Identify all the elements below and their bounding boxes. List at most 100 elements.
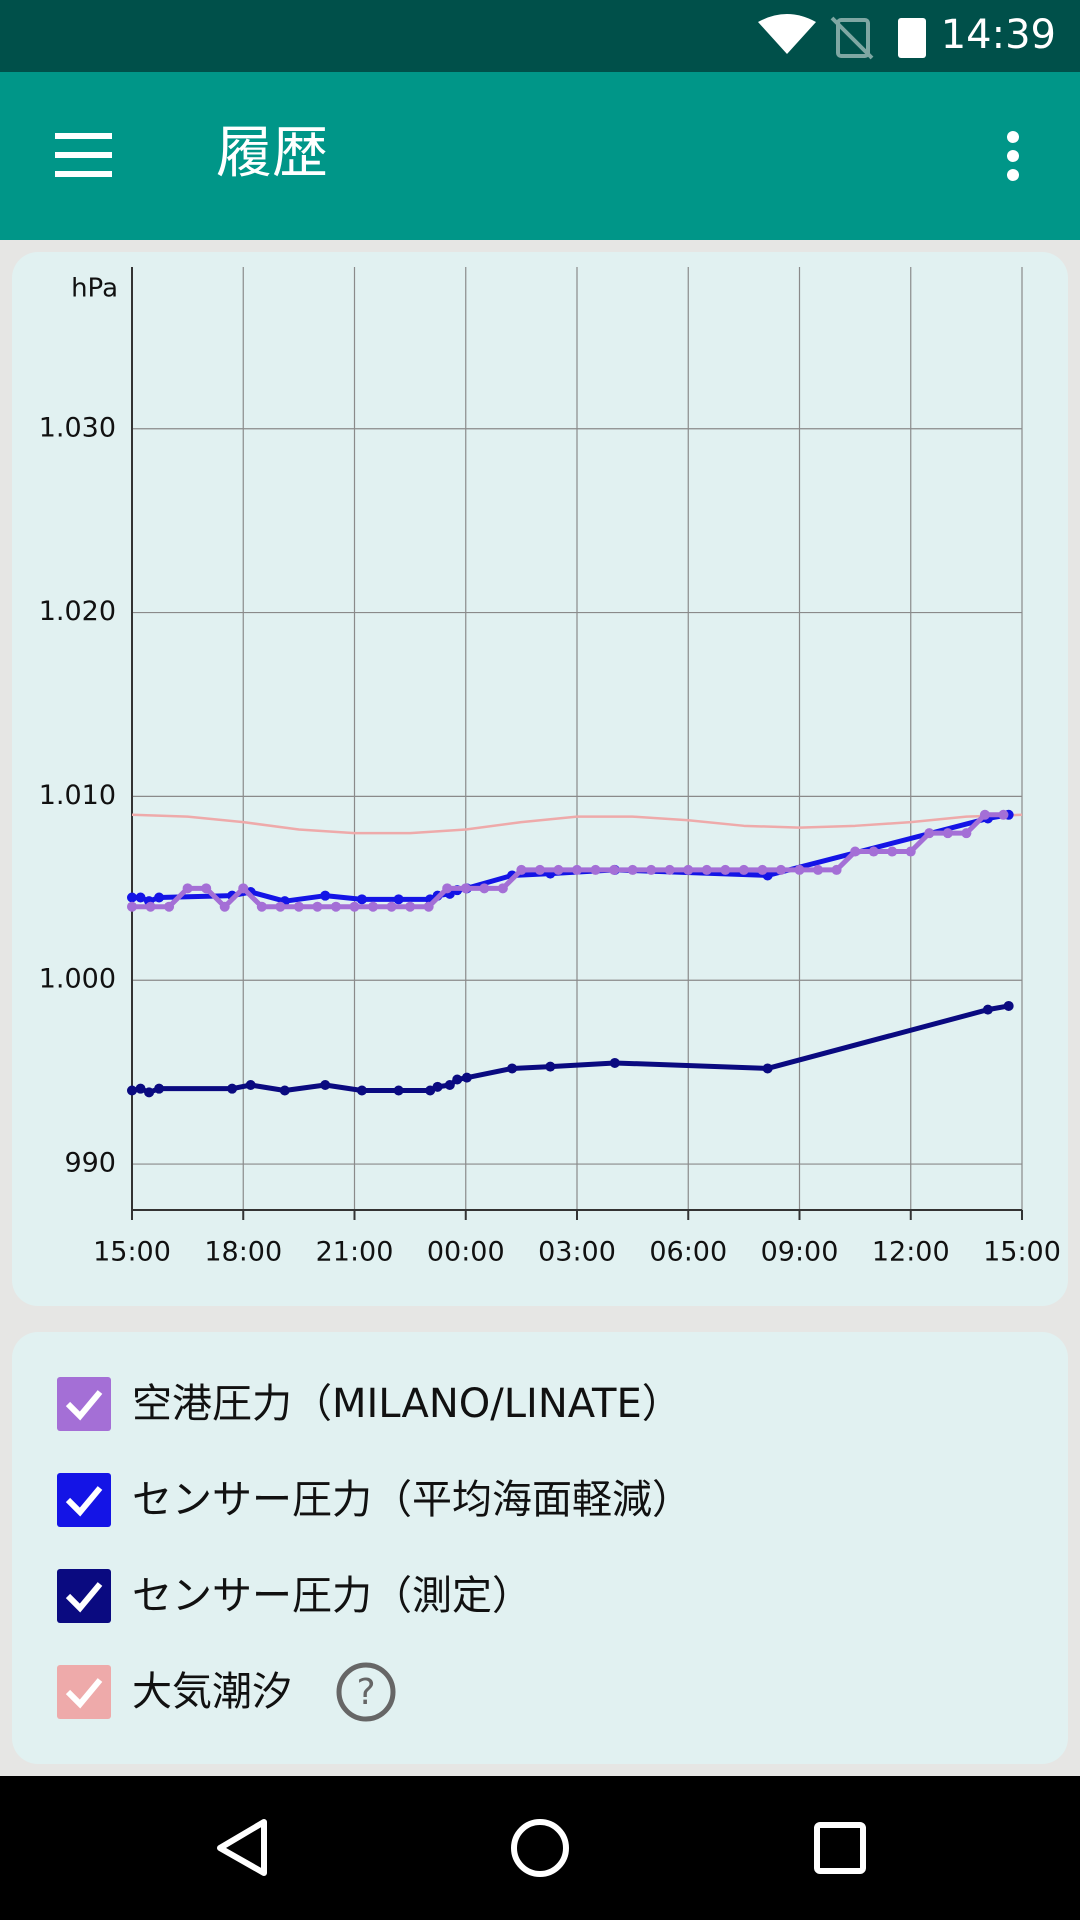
data-point (444, 1080, 455, 1091)
x-tick-label: 03:00 (538, 1237, 616, 1268)
x-tick-label: 18:00 (204, 1237, 282, 1268)
x-tick-label: 06:00 (649, 1237, 727, 1268)
data-point (154, 1083, 165, 1094)
home-button[interactable] (511, 1819, 569, 1877)
data-point (293, 901, 304, 912)
legend-checkbox[interactable] (57, 1473, 111, 1527)
app-title: 履歴 (216, 121, 328, 186)
data-point (924, 828, 935, 839)
data-point (813, 864, 824, 875)
legend-label: センサー圧力（平均海面軽減） (132, 1477, 692, 1523)
data-point (646, 864, 657, 875)
sim-icon (836, 18, 870, 58)
data-point (368, 901, 379, 912)
legend-checkbox[interactable] (57, 1569, 111, 1623)
data-point (553, 864, 564, 875)
dot (1007, 150, 1019, 162)
data-point (425, 1085, 436, 1096)
data-point (349, 901, 360, 912)
data-point (182, 883, 193, 894)
data-point (164, 901, 175, 912)
status-time: 14:39 (941, 12, 1056, 58)
data-point (460, 883, 471, 894)
data-point (850, 846, 861, 857)
data-point (442, 883, 453, 894)
data-point (609, 864, 620, 875)
data-point (461, 1072, 472, 1083)
legend: 空港圧力（MILANO/LINATE） センサー圧力（平均海面軽減） センサー圧力（… (57, 1377, 692, 1719)
sim-slash (830, 16, 874, 60)
data-point (127, 1085, 137, 1096)
data-point (393, 1085, 404, 1096)
data-point (516, 864, 527, 875)
data-point (497, 883, 508, 894)
y-tick-label: 1.000 (39, 964, 116, 995)
data-point (775, 864, 786, 875)
data-point (479, 883, 490, 894)
data-point (320, 890, 331, 901)
dot (1007, 131, 1019, 143)
data-point (356, 894, 367, 905)
data-point (961, 828, 972, 839)
data-point (135, 892, 146, 903)
data-point (432, 1081, 443, 1092)
nav-bar (0, 1776, 1080, 1920)
help-icon[interactable] (336, 1662, 396, 1722)
check-mark (65, 1678, 103, 1709)
back-button[interactable] (217, 1819, 267, 1876)
data-point (664, 864, 675, 875)
data-point (794, 864, 805, 875)
data-point (423, 901, 434, 912)
data-point (227, 1083, 238, 1094)
x-tick-label: 21:00 (316, 1237, 394, 1268)
menu-button[interactable] (55, 133, 112, 177)
legend-card (12, 1332, 1068, 1764)
dot (1007, 169, 1019, 181)
y-tick-label: 1.010 (39, 780, 116, 811)
data-point (144, 1087, 155, 1098)
legend-checkbox[interactable] (57, 1377, 111, 1431)
app-bar (0, 72, 1080, 240)
data-point (627, 864, 638, 875)
data-point (238, 883, 249, 894)
data-point (534, 864, 545, 875)
data-point (256, 901, 267, 912)
data-point (312, 901, 323, 912)
data-point (831, 864, 842, 875)
data-point (127, 892, 137, 903)
legend-checkbox[interactable] (57, 1665, 111, 1719)
data-point (757, 864, 768, 875)
data-point (356, 1085, 367, 1096)
x-tick-label: 15:00 (93, 1237, 171, 1268)
y-axis-label: hPa (71, 274, 118, 304)
menu-line (55, 152, 112, 158)
data-point (393, 894, 404, 905)
legend-label: 大気潮汐 (132, 1669, 292, 1715)
data-point (279, 1085, 290, 1096)
series-line (131, 813, 1023, 835)
data-point (145, 901, 156, 912)
chart: hPa 990 1.000 1.010 1.020 1.030 15:00 18:00 21:0… (39, 267, 1061, 1268)
data-point (738, 864, 749, 875)
data-point (683, 864, 694, 875)
check-mark (65, 1486, 103, 1517)
x-tick-label: 15:00 (983, 1237, 1061, 1268)
data-point (979, 809, 990, 820)
data-point (452, 1074, 463, 1085)
data-point (1003, 1000, 1014, 1011)
recents-button[interactable] (814, 1822, 866, 1874)
data-point (572, 864, 582, 875)
data-point (590, 864, 601, 875)
chart-card (12, 252, 1068, 1306)
data-point (507, 1063, 518, 1074)
y-tick-label: 990 (64, 1148, 116, 1179)
data-point (275, 901, 286, 912)
legend-label: センサー圧力（測定） (132, 1573, 532, 1619)
data-point (245, 1080, 256, 1091)
overflow-menu[interactable] (1007, 131, 1019, 181)
data-point (998, 809, 1009, 820)
data-point (545, 1061, 556, 1072)
y-tick-label: 1.030 (39, 412, 116, 443)
data-point (982, 1004, 993, 1015)
data-point (701, 864, 712, 875)
